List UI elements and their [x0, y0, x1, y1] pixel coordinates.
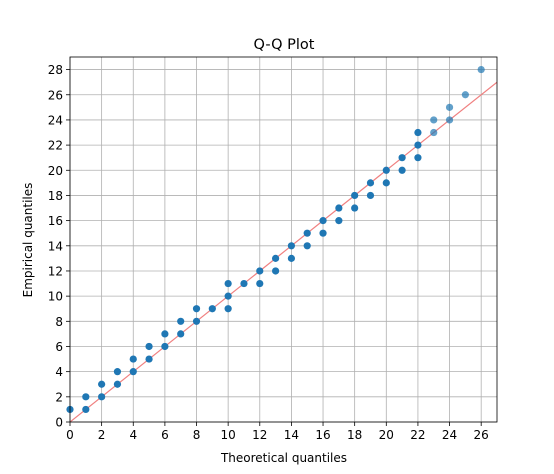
data-point [287, 254, 296, 262]
y-tick-label: 6 [55, 340, 63, 354]
data-point [145, 342, 153, 351]
data-point [224, 305, 232, 313]
data-point [382, 179, 390, 187]
data-point [161, 342, 169, 351]
y-tick-label: 2 [55, 390, 63, 404]
data-point [351, 204, 359, 212]
reference-line [70, 81, 497, 422]
data-point [335, 204, 343, 212]
plot-area [66, 65, 497, 422]
data-point [82, 393, 90, 401]
data-point [319, 229, 327, 237]
y-tick-label: 16 [48, 214, 63, 228]
axis-ticks: 0 2 4 6 8 10 12 14 16 18 20 22 24 2602468101214161820… [48, 63, 489, 442]
data-point [98, 393, 106, 401]
data-point [129, 355, 137, 363]
x-tick-label: 10 [221, 428, 236, 442]
x-tick-label: 24 [442, 428, 457, 442]
data-point [366, 191, 375, 200]
data-point [319, 217, 327, 225]
data-point [145, 355, 153, 363]
data-point [398, 154, 406, 162]
data-point [271, 254, 280, 262]
data-point [477, 65, 485, 74]
data-point [414, 154, 422, 162]
x-tick-label: 14 [284, 428, 299, 442]
y-tick-label: 22 [48, 139, 63, 153]
data-point [208, 305, 216, 313]
y-tick-label: 14 [48, 239, 63, 253]
data-point [192, 305, 201, 313]
x-tick-label: 2 [98, 428, 106, 442]
x-tick-label: 8 [193, 428, 201, 442]
data-point [351, 191, 359, 200]
y-tick-label: 18 [48, 189, 63, 203]
data-point [366, 179, 375, 187]
x-tick-label: 6 [161, 428, 169, 442]
x-tick-label: 26 [474, 428, 489, 442]
y-tick-label: 4 [55, 365, 63, 379]
data-point [98, 380, 106, 388]
plot-frame [69, 56, 498, 423]
data-point [445, 103, 454, 111]
y-tick-label: 20 [48, 164, 63, 178]
data-point [382, 166, 390, 174]
grid [69, 57, 497, 423]
data-point [303, 242, 311, 250]
data-point [113, 368, 122, 376]
data-point [256, 267, 264, 275]
x-tick-label: 0 [66, 428, 74, 442]
data-point [177, 330, 185, 338]
x-axis-label: Theoretical quantiles [220, 451, 347, 465]
data-point [414, 128, 422, 137]
data-point [177, 317, 185, 325]
data-point [414, 141, 422, 149]
y-tick-label: 28 [48, 63, 63, 77]
data-point [445, 116, 454, 124]
x-tick-label: 4 [129, 428, 137, 442]
data-point [335, 217, 343, 225]
y-tick-label: 0 [55, 416, 63, 430]
y-tick-label: 10 [48, 290, 63, 304]
data-point [430, 116, 438, 124]
x-tick-label: 20 [379, 428, 394, 442]
data-point [256, 279, 264, 288]
x-tick-label: 16 [315, 428, 330, 442]
data-point [224, 292, 232, 300]
data-point [430, 128, 438, 137]
data-point [224, 279, 232, 288]
data-point [398, 166, 406, 174]
x-tick-label: 18 [347, 428, 362, 442]
y-tick-label: 26 [48, 88, 63, 102]
data-point [113, 380, 122, 388]
data-point [240, 279, 248, 288]
x-tick-label: 12 [252, 428, 267, 442]
y-axis-label: Empirical quantiles [21, 183, 35, 298]
data-point [192, 317, 201, 325]
data-point [82, 405, 90, 414]
y-tick-label: 12 [48, 264, 63, 278]
data-point [271, 267, 280, 275]
data-point [161, 330, 169, 338]
y-tick-label: 8 [55, 315, 63, 329]
data-point [287, 242, 296, 250]
chart-title: Q-Q Plot [254, 37, 315, 53]
data-point [129, 368, 137, 376]
y-tick-label: 24 [48, 113, 63, 127]
data-point [303, 229, 311, 237]
x-tick-label: 22 [410, 428, 425, 442]
data-point [461, 91, 469, 99]
